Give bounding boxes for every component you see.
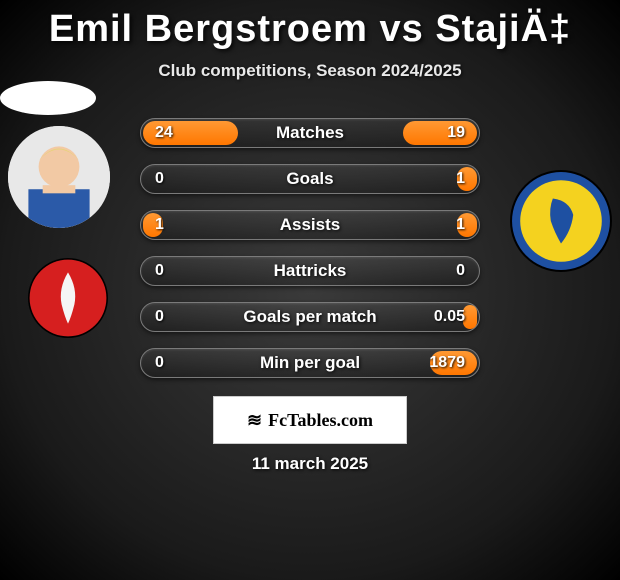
stats-container: 24Matches19 0Goals1 1Assists1 0Hattricks0 0G…: [140, 118, 480, 394]
stat-value-right: 1: [425, 170, 465, 188]
club-right-logo: [510, 170, 612, 272]
page-title: Emil Bergstroem vs StajiÄ‡: [0, 0, 620, 51]
chart-icon: ≋: [247, 410, 262, 431]
stat-row: 1Assists1: [140, 210, 480, 240]
stat-row: 0Min per goal1879: [140, 348, 480, 378]
person-icon: [8, 126, 110, 228]
branding-text: FcTables.com: [268, 410, 373, 431]
page-subtitle: Club competitions, Season 2024/2025: [0, 61, 620, 81]
club-left-logo: [28, 258, 108, 338]
stat-value-right: 19: [425, 124, 465, 142]
shield-icon: [510, 170, 612, 272]
stat-row: 0Goals1: [140, 164, 480, 194]
stat-value-right: 0.05: [425, 308, 465, 326]
stat-row: 0Hattricks0: [140, 256, 480, 286]
branding-badge[interactable]: ≋ FcTables.com: [213, 396, 407, 444]
stat-value-right: 1879: [425, 354, 465, 372]
stat-row: 0Goals per match0.05: [140, 302, 480, 332]
player-left-avatar: [8, 126, 110, 228]
player-right-avatar-placeholder: [0, 81, 96, 115]
stat-value-right: 1: [425, 216, 465, 234]
shield-icon: [28, 258, 108, 338]
stat-row: 24Matches19: [140, 118, 480, 148]
snapshot-date: 11 march 2025: [0, 454, 620, 474]
stat-value-right: 0: [425, 262, 465, 280]
